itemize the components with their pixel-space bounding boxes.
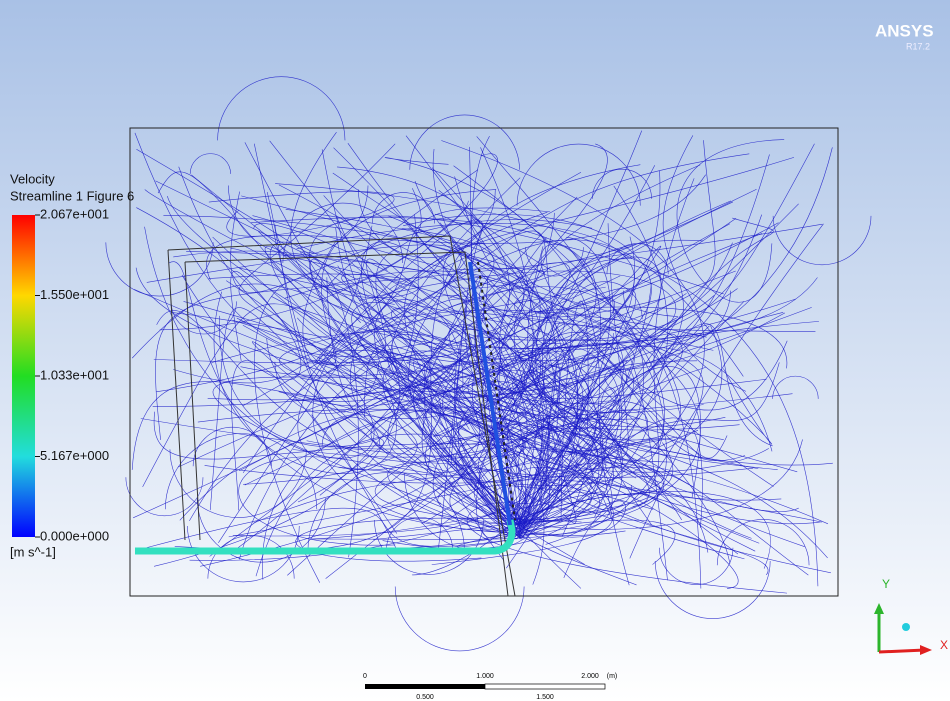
legend-label: 1.550e+001 bbox=[40, 287, 109, 302]
triad-z bbox=[902, 623, 910, 631]
legend-label: 5.167e+000 bbox=[40, 448, 109, 463]
legend-label: 1.033e+001 bbox=[40, 367, 109, 382]
scale-bar bbox=[485, 684, 605, 689]
triad-x bbox=[879, 650, 925, 652]
triad-label: Y bbox=[882, 577, 890, 591]
version: R17.2 bbox=[906, 41, 930, 51]
scale-label: (m) bbox=[607, 673, 618, 680]
page: ANSYS R17.2 Velocity Streamline 1 Figure… bbox=[0, 0, 950, 701]
scale-label: 2.000 bbox=[581, 673, 599, 680]
legend-object: Streamline 1 Figure 6 bbox=[10, 188, 134, 203]
legend-label: 2.067e+001 bbox=[40, 206, 109, 221]
color-bar bbox=[12, 215, 35, 537]
legend-variable: Velocity bbox=[10, 171, 55, 186]
legend-label: 0.000e+000 bbox=[40, 528, 109, 543]
brand: ANSYS bbox=[875, 21, 934, 40]
scale-label: 0.500 bbox=[416, 694, 434, 701]
viewport: ANSYS R17.2 Velocity Streamline 1 Figure… bbox=[0, 0, 950, 701]
triad-label: X bbox=[940, 638, 948, 652]
scale-label: 1.500 bbox=[536, 694, 554, 701]
scale-label: 1.000 bbox=[476, 673, 494, 680]
legend-unit: [m s^-1] bbox=[10, 544, 56, 559]
scale-label: 0 bbox=[363, 673, 367, 680]
scale-bar bbox=[365, 684, 485, 689]
